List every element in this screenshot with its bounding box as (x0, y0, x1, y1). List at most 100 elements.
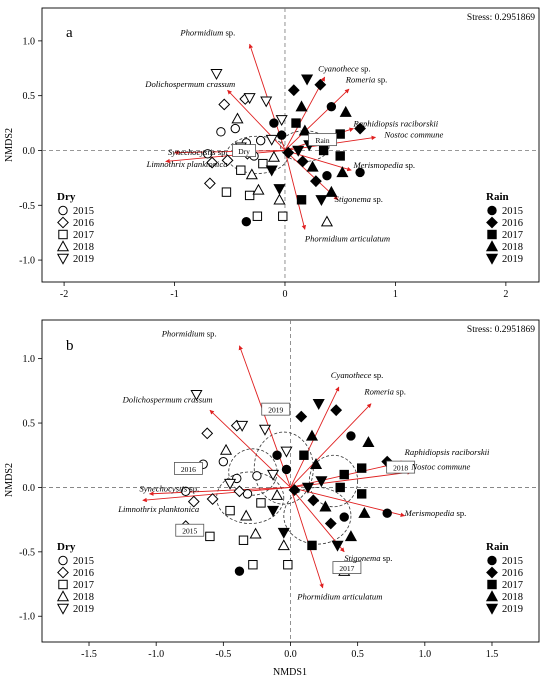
panel-b-xtick-label: -0.5 (215, 649, 231, 660)
panel-b: b Stress: 0.2951869 NMDS2 NMDS1 -1.5 -1.0… (4, 319, 540, 678)
panel-a-sample-point (273, 184, 286, 196)
panel-a-species-label: Nostoc commune (383, 129, 443, 139)
panel-b-stress: Stress: 0.2951869 (467, 325, 535, 335)
panel-a-sample-point (335, 151, 345, 161)
panel-b-species-label: Limnothrix planktonica (117, 504, 199, 514)
panel-a-legend-dry-label: 2016 (73, 218, 94, 229)
panel-a: a Stress: 0.2951869 NMDS2 -2 -1 0 1 2 -1.0 -0… (4, 7, 540, 300)
panel-b-xtick-label: 0.5 (351, 649, 364, 660)
panel-b-sample-point (219, 443, 233, 455)
panel-a-sample-point (354, 122, 366, 135)
panel-a-species-arrow (284, 150, 307, 230)
panel-a-legend-dry-label: 2017 (73, 230, 94, 241)
panel-b-legend-dry-label: 2016 (73, 568, 94, 579)
panel-a-species-label: Phormidium sp. (179, 27, 235, 37)
panel-b-group-ellipse (216, 471, 285, 524)
panel-a-species-arrow (174, 150, 285, 155)
panel-b-sample-point (305, 429, 319, 441)
panel-a-species-arrow (284, 150, 352, 172)
panel-a-legend-rain-label: 2017 (502, 230, 523, 241)
panel-b-group-ellipse (308, 454, 359, 508)
panel-a-sample-point (221, 154, 234, 167)
panel-a-legend-dry-marker (56, 253, 70, 265)
panel-b-sample-point (240, 509, 253, 521)
panel-b-letter: b (66, 338, 74, 354)
panel-b-sample-point (206, 493, 219, 505)
panel-a-ylabel: NMDS2 (4, 128, 15, 162)
panel-a-sample-point (314, 78, 327, 91)
panel-b-species-label: Stigonema sp. (344, 553, 392, 563)
panel-a-legend-dry-label: 2019 (73, 254, 94, 265)
panel-a-sample-point (296, 155, 309, 168)
panel-b-sample-point (335, 482, 345, 493)
panel-b-species-label-suffix: sp. (187, 483, 199, 493)
panel-a-sample-point (273, 193, 286, 205)
panel-a-legend-rain-label: 2018 (502, 242, 523, 253)
panel-b-sample-point (295, 410, 308, 423)
panel-b-species-arrow (142, 486, 291, 503)
panel-a-sample-point (241, 217, 252, 227)
panel-b-sample-point (312, 399, 325, 410)
panel-b-sample-point (266, 505, 280, 517)
panel-b-xticks: -1.5 -1.0 -0.5 0.0 0.5 1.0 1.5 (81, 642, 498, 660)
panel-a-legend-dry-marker (58, 229, 68, 240)
panel-b-species-arrow (149, 486, 291, 496)
panel-b-sample-point (356, 463, 367, 473)
panel-b-sample-point (330, 404, 343, 417)
panel-b-sample-point (288, 484, 301, 496)
panel-b-xlabel: NMDS1 (273, 667, 307, 678)
panel-a-sample-point (203, 177, 216, 190)
panel-a-sample-point (252, 183, 265, 195)
panel-a-species-label: Romeria sp. (345, 75, 388, 85)
panel-a-sample-point (218, 98, 231, 111)
panel-a-species-label: Phormidium articulatum (304, 233, 390, 243)
panel-a-sample-point (275, 115, 288, 127)
panel-b-sample-point (382, 508, 392, 518)
panel-a-species-label-suffix: sp. (223, 27, 235, 37)
panel-a-ytick-label: -1.0 (19, 256, 35, 267)
panel-a-sample-point (258, 158, 268, 169)
panel-a-ytick-label: -0.5 (19, 201, 35, 212)
panel-a-sample-point (295, 100, 308, 112)
panel-a-xtick-label: -2 (60, 289, 68, 300)
panel-b-legend-dry-label: 2017 (73, 580, 94, 591)
panel-a-legend-rain-title: Rain (486, 191, 509, 203)
panel-b-legend-dry-label: 2015 (73, 556, 94, 567)
panel-b-sample-point (324, 517, 337, 530)
panel-a-sample-point (326, 101, 337, 112)
panel-a-points (202, 69, 366, 227)
panel-b-sample-point (344, 530, 357, 542)
panel-a-legend-rain-label: 2019 (502, 254, 523, 265)
panel-a-species-label: Cyanothece sp. (318, 64, 371, 74)
panel-a-sample-point (236, 165, 246, 175)
panel-b-sample-point (224, 478, 237, 490)
panel-b-sample-point (181, 486, 191, 497)
panel-a-legend-rain-marker (487, 205, 497, 216)
panel-b-xtick-label: -1.0 (148, 649, 164, 660)
panel-b-legend-dry-label: 2019 (73, 604, 94, 615)
panel-a-legend-rain-label: 2016 (502, 218, 523, 229)
panel-a-legend-dry-marker (58, 205, 68, 216)
panel-b-legend-rain-marker (487, 555, 497, 566)
panel-a-xtick-label: -1 (170, 289, 178, 300)
panel-b-xtick-label: 0.0 (284, 649, 297, 660)
panel-a-centroid-box (232, 144, 257, 157)
panel-b-legend-rain-marker (485, 590, 499, 602)
panel-a-sample-point (267, 150, 280, 162)
panel-b-zero-lines (42, 320, 539, 642)
panel-a-sample-point (322, 170, 332, 181)
panel-a-sample-point (282, 146, 295, 159)
panel-b-sample-point (331, 540, 344, 552)
panel-a-sample-point (339, 105, 352, 117)
panel-a-species-arrow (165, 150, 286, 164)
panel-b-ytick-label: -1.0 (19, 612, 35, 623)
panel-b-species-label-suffix: sp. (454, 508, 466, 518)
panel-a-legend-rain-marker (485, 253, 499, 265)
panel-b-sample-point (256, 498, 266, 508)
panel-b-legend-dry-marker (56, 603, 70, 615)
panel-b-sample-point (301, 482, 315, 494)
panel-a-sample-point (206, 156, 218, 169)
panel-b-sample-point (272, 450, 282, 460)
